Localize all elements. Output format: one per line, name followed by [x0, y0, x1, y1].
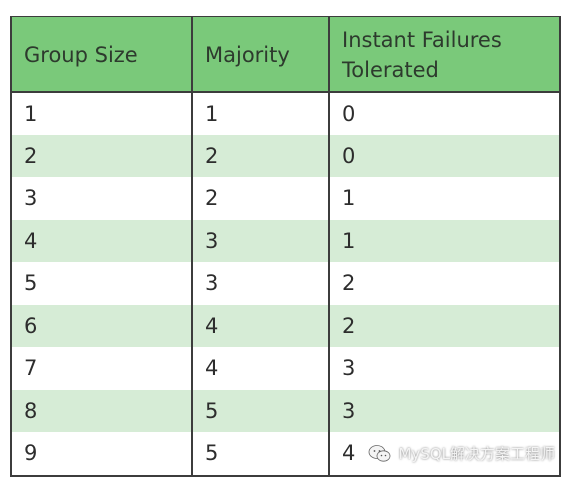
cell-group-size: 4 — [12, 219, 192, 262]
group-size-table: Group Size Majority Instant Failures Tol… — [12, 17, 559, 475]
data-table-container: Group Size Majority Instant Failures Tol… — [10, 16, 561, 477]
cell-majority: 2 — [191, 134, 329, 177]
cell-failures-tolerated: 2 — [328, 304, 559, 347]
cell-majority: 1 — [191, 92, 329, 135]
cell-majority: 4 — [191, 304, 329, 347]
header-majority: Majority — [191, 17, 329, 93]
cell-failures-tolerated: 4 — [328, 432, 559, 475]
table-body: 1 1 0 2 2 0 3 2 1 4 3 1 5 3 2 — [12, 92, 559, 475]
cell-failures-tolerated: 0 — [328, 92, 559, 135]
watermark-text: MySQL解决方案工程师 — [398, 445, 555, 463]
cell-majority: 2 — [191, 177, 329, 220]
table-row: 5 3 2 — [12, 262, 559, 305]
cell-majority: 4 — [191, 347, 329, 390]
cell-failures-tolerated: 3 — [328, 347, 559, 390]
table-row: 6 4 2 — [12, 304, 559, 347]
header-instant-failures-tolerated: Instant Failures Tolerated — [328, 17, 559, 93]
cell-majority: 5 — [191, 432, 329, 475]
cell-group-size: 3 — [12, 177, 192, 220]
cell-majority: 3 — [191, 219, 329, 262]
header-group-size: Group Size — [12, 17, 192, 93]
cell-group-size: 7 — [12, 347, 192, 390]
wechat-icon — [368, 444, 392, 464]
cell-group-size: 8 — [12, 389, 192, 432]
cell-failures-tolerated: 3 — [328, 389, 559, 432]
table-row: 7 4 3 — [12, 347, 559, 390]
table-row: 8 5 3 — [12, 389, 559, 432]
cell-failures-tolerated: 2 — [328, 262, 559, 305]
watermark: MySQL解决方案工程师 — [368, 443, 555, 464]
table-row: 3 2 1 — [12, 177, 559, 220]
table-row: 9 5 4 — [12, 432, 559, 475]
cell-group-size: 9 — [12, 432, 192, 475]
header-row: Group Size Majority Instant Failures Tol… — [12, 17, 559, 93]
header-failures-text: Instant Failures Tolerated — [342, 28, 502, 82]
cell-majority: 3 — [191, 262, 329, 305]
table-row: 4 3 1 — [12, 219, 559, 262]
cell-group-size: 6 — [12, 304, 192, 347]
cell-group-size: 5 — [12, 262, 192, 305]
cell-failures-tolerated: 1 — [328, 177, 559, 220]
cell-group-size: 2 — [12, 134, 192, 177]
cell-majority: 5 — [191, 389, 329, 432]
cell-group-size: 1 — [12, 92, 192, 135]
table-row: 2 2 0 — [12, 134, 559, 177]
cell-failures-tolerated: 1 — [328, 219, 559, 262]
table-row: 1 1 0 — [12, 92, 559, 135]
cell-failures-tolerated: 0 — [328, 134, 559, 177]
